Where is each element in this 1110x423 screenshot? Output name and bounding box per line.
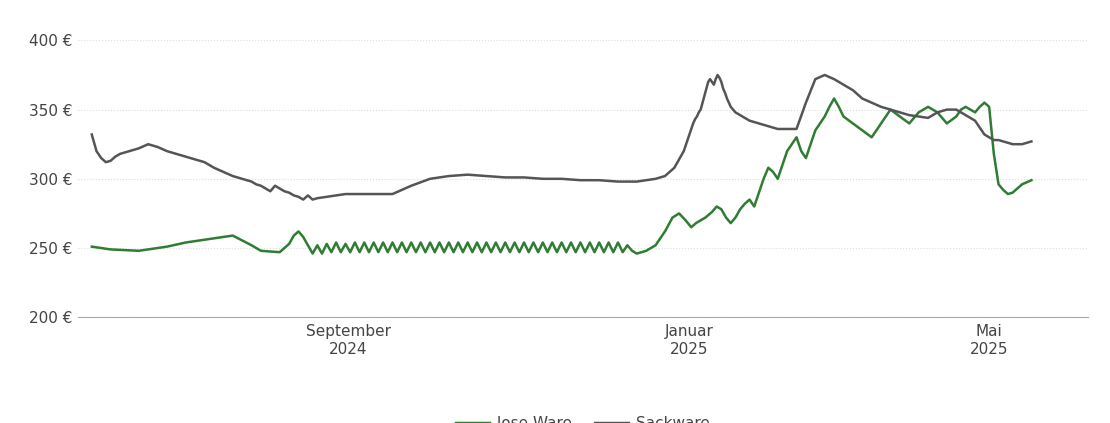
Legend: lose Ware, Sackware: lose Ware, Sackware	[450, 410, 716, 423]
